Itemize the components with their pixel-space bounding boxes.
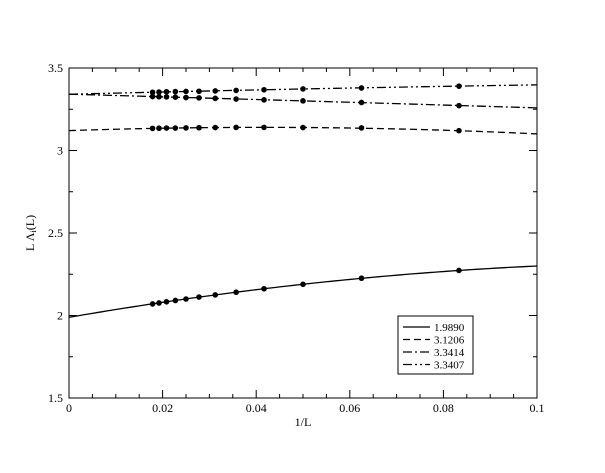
legend-label-4: 3.3407: [434, 360, 465, 372]
data-point-series-2: [172, 125, 179, 131]
x-tick-label: 0.04: [246, 401, 267, 415]
data-point-series-3: [196, 95, 202, 101]
y-tick-label: 3: [57, 144, 63, 158]
x-tick-label: 0.08: [433, 401, 454, 415]
data-point-series-4: [163, 88, 170, 95]
data-point-series-4: [156, 89, 162, 95]
data-point-series-1: [358, 275, 365, 282]
x-tick-label: 0.1: [530, 401, 545, 415]
data-point-series-1: [300, 281, 306, 288]
data-point-series-4: [456, 83, 462, 89]
y-axis-label-sub: i: [29, 229, 38, 232]
data-point-series-4: [358, 85, 365, 91]
data-point-series-2: [212, 124, 219, 131]
data-point-series-1: [456, 267, 462, 274]
y-axis-label: L Λi(L): [23, 215, 38, 251]
data-point-series-3: [183, 94, 189, 101]
data-point-series-4: [172, 88, 179, 95]
data-point-series-4: [196, 88, 202, 95]
y-tick-label: 3.5: [48, 61, 63, 75]
data-point-series-4: [149, 89, 156, 96]
data-point-series-3: [300, 98, 306, 104]
legend-label-1: 1.9890: [434, 322, 465, 334]
data-point-series-3: [233, 96, 239, 102]
data-point-series-1: [183, 296, 189, 302]
data-point-series-1: [261, 285, 267, 292]
data-point-series-4: [183, 88, 189, 95]
data-point-series-3: [212, 95, 219, 102]
data-point-series-3: [149, 93, 156, 100]
data-point-series-2: [358, 125, 365, 131]
data-point-series-3: [163, 94, 170, 100]
data-point-series-2: [163, 125, 170, 131]
data-point-series-1: [172, 297, 179, 304]
data-point-series-3: [456, 102, 462, 109]
data-point-series-2: [261, 124, 267, 131]
data-point-series-3: [358, 99, 365, 106]
data-point-series-3: [156, 93, 162, 100]
data-point-series-2: [196, 124, 202, 131]
y-tick-label: 2: [57, 309, 63, 323]
data-point-series-2: [156, 125, 162, 132]
data-point-series-1: [163, 299, 170, 305]
y-axis-label-tail: (L): [23, 215, 37, 230]
axes: 0 0.02 0.04 0.06 0.08 0.1 1.5 2 2.5 3 3.5: [48, 61, 545, 415]
x-tick-label: 0.02: [152, 401, 173, 415]
data-point-series-1: [149, 301, 156, 307]
data-point-series-4: [300, 86, 306, 92]
data-point-series-1: [233, 289, 239, 296]
legend-label-2: 3.1206: [434, 335, 465, 347]
data-point-series-2: [149, 125, 156, 132]
data-point-series-4: [233, 87, 239, 94]
data-point-series-2: [183, 125, 189, 131]
data-point-series-2: [456, 127, 462, 134]
data-point-series-1: [196, 294, 202, 300]
data-point-series-2: [300, 124, 306, 131]
data-point-series-4: [212, 88, 219, 94]
data-point-series-3: [172, 94, 179, 101]
x-tick-label: 0.06: [339, 401, 360, 415]
data-point-series-1: [212, 292, 219, 298]
data-point-series-4: [261, 86, 267, 93]
series-line-1: [68, 265, 538, 318]
y-axis-label-main: L Λ: [23, 232, 37, 251]
data-point-series-3: [261, 97, 267, 103]
legend-label-3: 3.3414: [434, 347, 465, 359]
data-point-series-1: [156, 300, 162, 306]
series-line-4: [68, 84, 538, 95]
y-tick-label: 1.5: [48, 391, 63, 405]
data-point-series-2: [233, 124, 239, 131]
y-tick-label: 2.5: [48, 226, 63, 240]
series-points: [149, 83, 462, 307]
x-axis-label: 1/L: [295, 415, 312, 429]
x-tick-label: 0: [66, 401, 72, 415]
